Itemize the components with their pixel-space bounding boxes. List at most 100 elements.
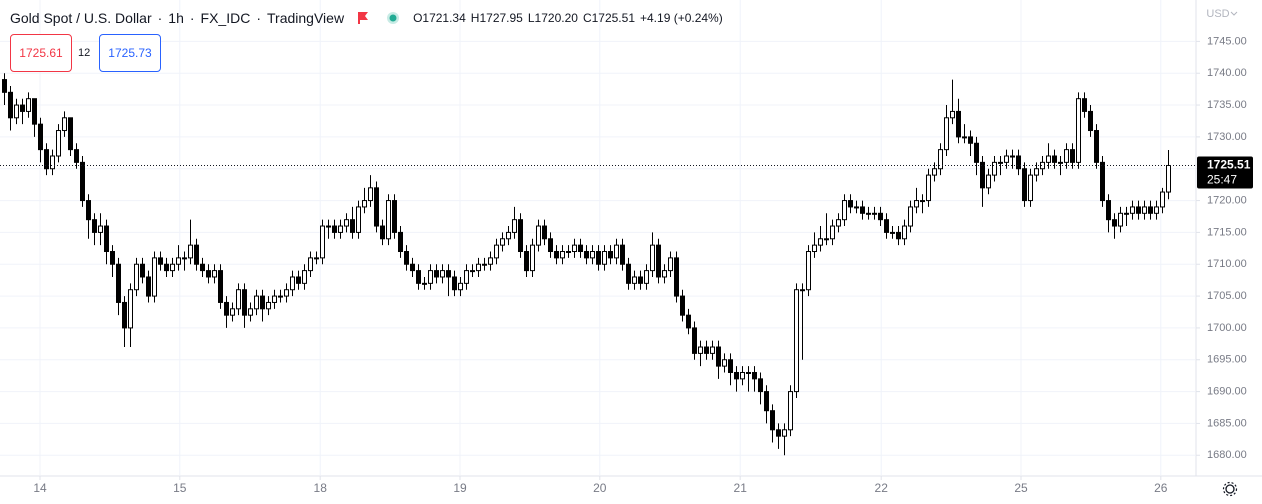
- candle-body: [314, 257, 319, 260]
- axes: 1680.00 1685.00 1690.00 1695.00 1700.00 1705.…: [33, 35, 1253, 495]
- sell-button[interactable]: 1725.61: [10, 34, 72, 72]
- candle-body: [326, 225, 331, 228]
- buy-button[interactable]: 1725.73: [99, 34, 161, 72]
- candle-body: [146, 276, 151, 297]
- candle-body: [1004, 155, 1009, 163]
- candle-body: [452, 276, 457, 291]
- candle-body: [1148, 206, 1153, 214]
- candle-body: [470, 270, 475, 273]
- candle-body: [728, 359, 733, 373]
- candle-body: [926, 174, 931, 202]
- candle-body: [1118, 212, 1123, 227]
- x-tick-label: 19: [453, 481, 467, 495]
- candle-body: [656, 244, 661, 278]
- candle-body: [182, 257, 187, 260]
- candle-body: [872, 212, 877, 215]
- grid: [0, 0, 1195, 475]
- candle-body: [1016, 155, 1021, 170]
- candle-body: [194, 244, 199, 265]
- separator: ·: [157, 10, 163, 26]
- candle-body: [212, 270, 217, 278]
- source: FX_IDC: [200, 10, 251, 26]
- y-tick-label: 1735.00: [1207, 99, 1247, 111]
- candle-body: [1070, 149, 1075, 163]
- candle-body: [1100, 161, 1105, 202]
- candle-body: [698, 346, 703, 354]
- candle-body: [20, 104, 25, 112]
- candle-body: [440, 270, 445, 278]
- market-status[interactable]: [386, 11, 400, 25]
- candle-body: [890, 231, 895, 234]
- candle-body: [218, 270, 223, 303]
- settings-icon[interactable]: [1222, 481, 1238, 497]
- candle-body: [1076, 98, 1081, 163]
- y-tick-label: 1690.00: [1207, 385, 1247, 397]
- spread: 12: [78, 47, 91, 59]
- candle-body: [338, 225, 343, 233]
- y-tick-label: 1715.00: [1207, 226, 1247, 238]
- candle-body: [1058, 161, 1063, 164]
- candle-body: [554, 251, 559, 259]
- settings-teeth[interactable]: [1222, 481, 1238, 497]
- candle-body: [56, 130, 61, 157]
- candle-body: [164, 263, 169, 272]
- candle-body: [44, 149, 49, 170]
- candle-body: [68, 117, 73, 151]
- candle-body: [446, 270, 451, 278]
- candle-body: [356, 206, 361, 233]
- candle-body: [32, 98, 37, 125]
- candle-body: [116, 263, 121, 303]
- settings-gear[interactable]: [1225, 484, 1235, 494]
- candle-body: [674, 257, 679, 297]
- candle-body: [98, 225, 103, 233]
- candle-body: [938, 149, 943, 170]
- candle-body: [410, 263, 415, 272]
- y-tick-label: 1700.00: [1207, 322, 1247, 334]
- candle-body: [158, 257, 163, 265]
- candle-body: [242, 289, 247, 316]
- candle-body: [392, 200, 397, 233]
- candle-body: [1064, 149, 1069, 163]
- candle-body: [1124, 212, 1129, 215]
- candle-body: [92, 219, 97, 233]
- candle-body: [662, 270, 667, 278]
- candle-body: [878, 212, 883, 221]
- symbol[interactable]: Gold Spot / U.S. Dollar: [10, 10, 152, 26]
- candle-body: [1010, 155, 1015, 158]
- ohlc-legend: O 1721.34 H 1727.95 L 1720.20 C 1725.51 +4.19 (+…: [408, 11, 723, 25]
- candle-body: [950, 110, 955, 119]
- candle-body: [230, 308, 235, 316]
- y-tick-label: 1705.00: [1207, 290, 1247, 302]
- candle-body: [914, 200, 919, 208]
- candle-body: [764, 391, 769, 412]
- interval[interactable]: 1h: [168, 10, 184, 26]
- candle-body: [524, 251, 529, 272]
- ohlc-key: L: [527, 11, 535, 25]
- candle-body: [26, 98, 31, 112]
- candle-body: [788, 391, 793, 431]
- candle-body: [404, 251, 409, 265]
- candle-body: [14, 104, 19, 119]
- candle-body: [800, 289, 805, 292]
- candle-body: [680, 295, 685, 316]
- candle-body: [350, 219, 355, 233]
- candle-body: [74, 149, 79, 163]
- candle-body: [500, 238, 505, 246]
- candle-body: [572, 244, 577, 253]
- candle-body: [398, 231, 403, 253]
- candle-body: [188, 244, 193, 259]
- candle-body: [1028, 174, 1033, 202]
- candle-body: [626, 263, 631, 284]
- flag-icon[interactable]: [356, 11, 370, 25]
- ohlc-key: H: [470, 11, 480, 25]
- candle-body: [812, 244, 817, 253]
- candle-body: [1094, 130, 1099, 163]
- currency[interactable]: USD: [1206, 8, 1229, 20]
- x-tick-label: 26: [1154, 481, 1168, 495]
- x-tick-label: 25: [1014, 481, 1028, 495]
- candle-body: [1082, 98, 1087, 112]
- candle-body: [602, 251, 607, 265]
- y-tick-label: 1720.00: [1207, 194, 1247, 206]
- candle-body: [134, 263, 139, 291]
